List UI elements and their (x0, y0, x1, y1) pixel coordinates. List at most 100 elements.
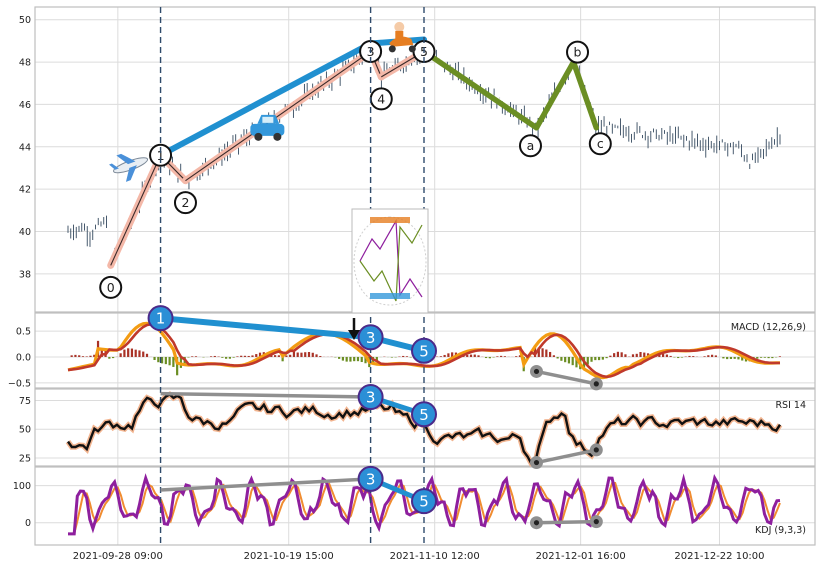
macd-panel-label: MACD (12,26,9) (731, 322, 806, 333)
macd-histogram-bar (545, 350, 547, 357)
macd-histogram-bar (108, 357, 110, 359)
macd-histogram-bar (304, 352, 306, 357)
y-tick-label: 46 (19, 100, 31, 111)
macd-histogram-bar (613, 353, 615, 357)
y-tick-label: 40 (19, 227, 31, 238)
macd-histogram-bar (568, 357, 570, 363)
macd-histogram-bar (240, 356, 242, 357)
macd-histogram-bar (71, 355, 73, 357)
pattern-train-bottom (370, 293, 410, 299)
macd-histogram-bar (632, 354, 634, 357)
macd-histogram-bar (730, 357, 732, 359)
car-wheel (273, 133, 281, 141)
macd-histogram-bar (470, 355, 472, 357)
y-tick-label: 48 (19, 58, 31, 69)
macd-histogram-bar (764, 357, 766, 358)
macd-histogram-bar (707, 355, 709, 357)
elliott-wave-pattern-icon (352, 209, 428, 313)
wave-label: b (574, 45, 582, 60)
macd-histogram-bar (594, 357, 596, 360)
corrective-wave-segment (536, 62, 573, 128)
macd-histogram-bar (602, 357, 604, 360)
macd-histogram-bar (293, 352, 295, 357)
macd-histogram-bar (621, 352, 623, 357)
scooter-rider-head (394, 22, 404, 32)
macd-histogram-bar (715, 355, 717, 357)
scooter-rider-body (395, 31, 403, 40)
macd-histogram-bar (233, 357, 235, 358)
y-tick-label: 38 (19, 269, 31, 280)
grey-divergence-dot-center (594, 447, 599, 452)
macd-histogram-bar (86, 356, 88, 357)
divergence-marker-label: 5 (419, 493, 429, 511)
macd-histogram-bar (670, 356, 672, 357)
grey-divergence-dot-center (534, 369, 539, 374)
macd-histogram-bar (666, 355, 668, 357)
macd-histogram-bar (572, 357, 574, 365)
y-tick-label: −0.5 (8, 378, 31, 389)
macd-histogram-bar (153, 357, 155, 360)
macd-histogram-bar (466, 355, 468, 357)
macd-histogram-bar (221, 357, 223, 358)
macd-histogram-bar (560, 357, 562, 361)
macd-histogram-bar (312, 353, 314, 357)
macd-histogram-bar (564, 357, 566, 362)
y-tick-label: 25 (19, 453, 31, 464)
airplane-icon (107, 146, 152, 185)
macd-histogram-bar (722, 357, 724, 358)
macd-histogram-bar (406, 356, 408, 357)
x-tick-label: 2021-11-10 12:00 (390, 551, 480, 562)
macd-histogram-bar (300, 353, 302, 357)
macd-histogram-bar (297, 353, 299, 357)
macd-histogram-bar (146, 354, 148, 357)
macd-histogram-bar (135, 350, 137, 357)
macd-histogram-bar (361, 357, 363, 362)
macd-histogram-bar (474, 355, 476, 357)
macd-histogram-bar (515, 356, 517, 357)
macd-histogram-bar (624, 354, 626, 357)
macd-histogram-bar (447, 353, 449, 357)
macd-histogram-bar (161, 357, 163, 363)
macd-histogram-bar (142, 352, 144, 357)
macd-histogram-bar (444, 355, 446, 357)
macd-histogram-bar (195, 356, 197, 357)
x-tick-label: 2021-10-19 15:00 (244, 551, 334, 562)
macd-histogram-bar (251, 355, 253, 357)
macd-histogram-bar (496, 356, 498, 357)
x-tick-label: 2021-12-01 16:00 (536, 551, 626, 562)
scooter-wheel (409, 45, 416, 52)
corrective-wave-segment (574, 62, 597, 128)
divergence-marker-label: 5 (419, 342, 429, 360)
macd-histogram-bar (357, 357, 359, 361)
grey-divergence-dot-center (534, 460, 539, 465)
macd-histogram-bar (319, 356, 321, 357)
macd-histogram-bar (248, 356, 250, 357)
macd-histogram-bar (541, 348, 543, 357)
trend-line (161, 43, 371, 155)
macd-histogram-bar (123, 350, 125, 357)
macd-histogram-bar (557, 357, 559, 359)
macd-histogram-bar (74, 355, 76, 357)
macd-histogram-bar (681, 357, 683, 358)
macd-histogram-bar (187, 357, 189, 358)
y-tick-label: 75 (19, 396, 31, 407)
macd-histogram-bar (756, 357, 758, 359)
macd-histogram-bar (402, 356, 404, 357)
y-tick-label: 100 (13, 481, 31, 492)
macd-histogram-bar (703, 356, 705, 357)
rsi-grey-divergence (161, 394, 371, 397)
macd-divergence-line (161, 318, 424, 351)
macd-histogram-bar (236, 356, 238, 357)
macd-histogram-bar (500, 356, 502, 357)
macd-histogram-bar (338, 357, 340, 359)
grey-divergence-dot-center (594, 381, 599, 386)
wave-label: 2 (182, 195, 190, 210)
macd-histogram-bar (726, 357, 728, 359)
macd-histogram-bar (606, 357, 608, 358)
divergence-marker-label: 3 (366, 470, 376, 488)
y-tick-label: 0 (25, 518, 31, 529)
macd-histogram-bar (82, 356, 84, 357)
macd-histogram-bar (737, 357, 739, 359)
macd-histogram-bar (89, 356, 91, 357)
